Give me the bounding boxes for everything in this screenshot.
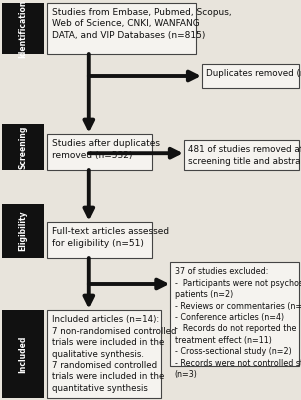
Text: 37 of studies excluded:
-  Participants were not psychosis
patients (n=2)
- Revi: 37 of studies excluded: - Participants w…	[175, 267, 301, 379]
Text: Identification: Identification	[18, 0, 27, 58]
Text: Included: Included	[18, 335, 27, 373]
Bar	[2, 3, 44, 54]
Bar	[2, 124, 44, 170]
Text: Studies from Embase, Pubmed, Scopus,
Web of Science, CNKI, WANFANG
DATA, and VIP: Studies from Embase, Pubmed, Scopus, Web…	[52, 8, 232, 40]
FancyBboxPatch shape	[47, 310, 161, 398]
Bar	[2, 310, 44, 398]
FancyBboxPatch shape	[47, 3, 196, 54]
Text: 481 of studies removed after
screening title and abstract: 481 of studies removed after screening t…	[188, 145, 301, 166]
Text: Duplicates removed (n=283): Duplicates removed (n=283)	[206, 69, 301, 78]
FancyBboxPatch shape	[47, 222, 152, 258]
FancyBboxPatch shape	[47, 134, 152, 170]
FancyBboxPatch shape	[184, 140, 299, 170]
Text: Included articles (n=14):
7 non-randomised controlled
trials were included in th: Included articles (n=14): 7 non-randomis…	[52, 315, 177, 393]
Text: Screening: Screening	[18, 125, 27, 169]
Text: Studies after duplicates
removed (n=532): Studies after duplicates removed (n=532)	[52, 139, 160, 160]
Text: Full-text articles assessed
for eligibility (n=51): Full-text articles assessed for eligibil…	[52, 227, 169, 248]
FancyBboxPatch shape	[202, 64, 299, 88]
Text: Eligibility: Eligibility	[18, 211, 27, 251]
Bar	[2, 204, 44, 258]
FancyBboxPatch shape	[170, 262, 299, 366]
